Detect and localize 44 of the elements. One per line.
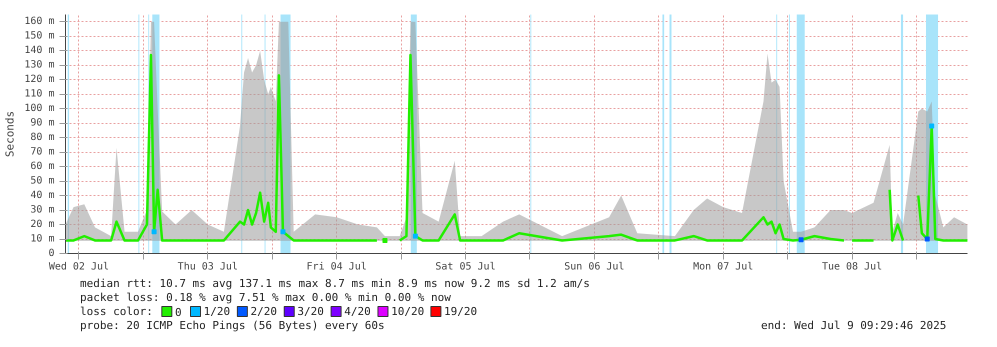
point [798, 237, 804, 242]
legend-label: 4/20 [344, 305, 371, 318]
text: packet loss: 0.18 % avg 7.51 % max 0.00 % min 0.00 % now [80, 291, 452, 304]
text: end: Wed Jul 9 09:29:46 2025 [760, 319, 946, 332]
y-tick-label: 100 m [24, 103, 55, 114]
point [152, 229, 157, 234]
y-tick-label: 140 m [24, 45, 55, 56]
y-tick-label: 90 m [30, 118, 55, 129]
y-tick-label: 20 m [30, 219, 55, 230]
y-tick-label: 0 [48, 248, 55, 259]
y-tick-label: 70 m [30, 146, 55, 158]
y-tick-label: 110 m [24, 88, 55, 100]
point [929, 124, 934, 129]
text: median rtt: 10.7 ms avg 137.1 ms max 8.7 ms min 8.9 ms now 9.2 ms sd 1.2 am/s [80, 277, 590, 290]
y-tick-label: 120 m [24, 74, 55, 86]
text: probe: 20 ICMP Echo Pings (56 Bytes) every 60s [80, 319, 385, 332]
legend-label: 1/20 [204, 305, 230, 318]
y-tick-label: 150 m [24, 30, 55, 42]
x-tick-label: Mon 07 Jul [693, 262, 754, 272]
point [280, 229, 286, 234]
legend-label: 3/20 [297, 305, 324, 318]
y-tick-label: 10 m [30, 234, 55, 245]
x-tick-label: Tue 08 Jul [822, 262, 882, 272]
x-tick-label: Thu 03 Jul [178, 262, 238, 272]
legend-label: 2/20 [250, 305, 278, 318]
point [382, 238, 388, 243]
x-tick-label: Fri 04 Jul [306, 262, 367, 272]
y-tick-label: 40 m [30, 190, 55, 202]
y-tick-label: 50 m [30, 176, 55, 187]
legend-label: 10/20 [391, 305, 424, 318]
y-axis-title: Seconds [3, 110, 16, 158]
legend-label: 0 [174, 306, 182, 319]
y-tick-label: 160 m [24, 16, 55, 28]
y-tick-label: 80 m [30, 132, 55, 144]
y-tick-label: 60 m [30, 161, 55, 172]
x-tick-label: Wed 02 Jul [48, 262, 110, 272]
legend-label: 19/20 [444, 305, 478, 318]
y-tick-label: 130 m [24, 60, 55, 71]
point [412, 234, 418, 239]
y-tick-label: 30 m [30, 204, 55, 216]
x-tick-label: Sun 06 Jul [564, 262, 624, 272]
point [924, 236, 930, 242]
x-tick-label: Sat 05 Jul [435, 262, 496, 272]
legend-title: loss color: [80, 305, 153, 318]
